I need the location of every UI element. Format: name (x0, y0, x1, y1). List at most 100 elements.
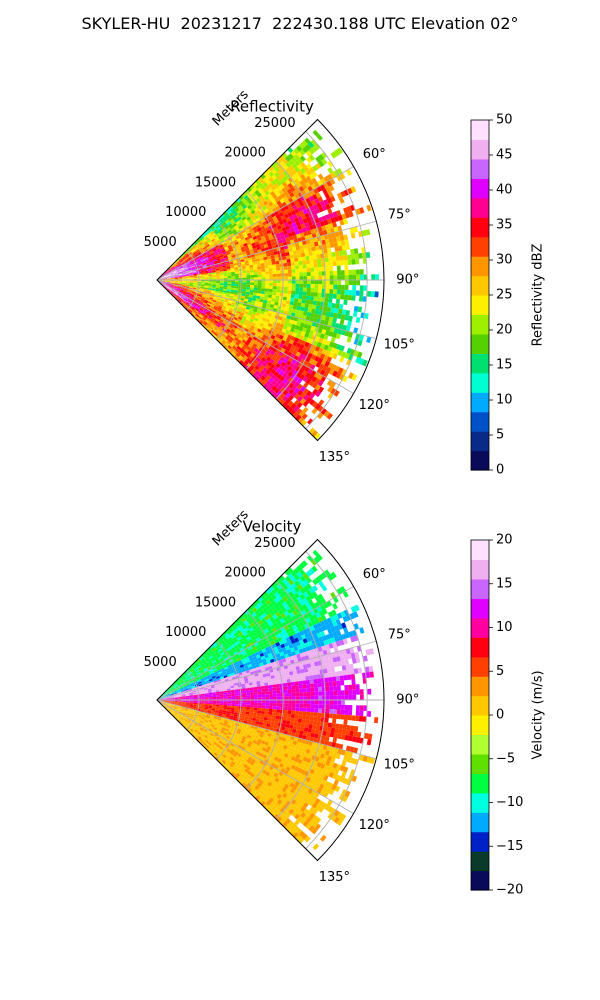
echo-cell (233, 239, 238, 244)
echo-cell (204, 650, 209, 654)
echo-cell (279, 184, 285, 190)
echo-cell (332, 256, 337, 262)
echo-cell (167, 688, 171, 691)
echo-cell (163, 281, 167, 283)
echo-cell (270, 301, 275, 305)
echo-cell (223, 244, 228, 248)
echo-cell (231, 345, 237, 351)
echo-cell (314, 691, 319, 696)
echo-cell (234, 347, 240, 353)
echo-cell (233, 685, 238, 688)
echo-cell (213, 251, 219, 255)
echo-cell (198, 320, 203, 325)
echo-cell (352, 311, 358, 318)
echo-cell (213, 332, 218, 337)
echo-cell (200, 678, 205, 682)
echo-cell (203, 269, 208, 272)
echo-cell (347, 254, 352, 260)
echo-cell (223, 274, 228, 277)
echo-cell (322, 608, 328, 615)
echo-cell (217, 307, 222, 311)
echo-cell (280, 273, 285, 277)
echo-cell (328, 657, 334, 664)
echo-cell (195, 242, 200, 247)
echo-cell (284, 605, 291, 611)
echo-cell (285, 225, 291, 231)
echo-cell (293, 184, 299, 191)
echo-cell (173, 273, 178, 275)
echo-cell (260, 638, 266, 643)
echo-cell (229, 293, 234, 297)
echo-cell (234, 218, 239, 223)
echo-cell (211, 267, 216, 270)
echo-cell (202, 673, 207, 677)
echo-cell (318, 626, 324, 633)
echo-cell (203, 289, 208, 293)
echo-cell (300, 581, 307, 588)
echo-cell (246, 617, 251, 623)
echo-cell (209, 261, 214, 265)
echo-cell (176, 261, 180, 265)
echo-cell (267, 366, 274, 373)
echo-cell (233, 294, 238, 298)
echo-cell (221, 263, 227, 267)
echo-cell (230, 265, 235, 269)
echo-cell (302, 406, 309, 414)
echo-cell (318, 363, 325, 370)
echo-cell (305, 372, 311, 379)
echo-field (158, 549, 379, 851)
echo-cell (227, 276, 232, 279)
echo-cell (185, 698, 190, 700)
echo-cell (327, 386, 334, 393)
echo-cell (236, 237, 242, 242)
echo-cell (311, 308, 316, 314)
echo-cell (192, 311, 197, 315)
echo-cell (320, 319, 325, 325)
echo-cell (269, 252, 275, 256)
echo-cell (318, 580, 325, 588)
echo-cell (198, 264, 203, 267)
echo-cell (216, 276, 221, 279)
echo-cell (241, 209, 247, 214)
echo-cell (309, 625, 315, 632)
echo-cell (220, 634, 225, 639)
echo-cell (308, 320, 313, 326)
echo-cell (282, 596, 289, 602)
echo-cell (208, 327, 213, 332)
echo-cell (188, 268, 193, 271)
echo-cell (300, 167, 306, 174)
echo-cell (220, 640, 226, 645)
echo-cell (233, 632, 239, 637)
echo-cell (253, 702, 258, 706)
echo-cell (197, 680, 202, 684)
echo-cell (178, 299, 182, 303)
echo-cell (311, 321, 317, 327)
echo-cell (352, 694, 357, 700)
echo-cell (174, 265, 179, 269)
echo-cell (262, 651, 268, 656)
echo-cell (329, 695, 334, 700)
echo-cell (236, 629, 242, 635)
echo-cell (214, 650, 220, 655)
echo-cell (310, 695, 315, 700)
echo-cell (241, 317, 246, 322)
echo-cell (310, 691, 315, 696)
echo-cell (226, 684, 231, 688)
echo-cell (175, 289, 180, 293)
echo-cell (313, 633, 319, 640)
echo-cell (324, 360, 331, 368)
echo-cell (257, 237, 262, 242)
echo-cell (251, 300, 256, 304)
echo-cell (239, 664, 245, 668)
echo-cell (264, 234, 269, 239)
echo-cell (256, 625, 262, 630)
echo-cell (172, 269, 177, 272)
echo-cell (250, 622, 256, 628)
echo-cell (268, 235, 274, 241)
echo-cell (252, 684, 258, 688)
echo-cell (222, 267, 227, 270)
echo-cell (244, 206, 250, 212)
echo-cell (289, 254, 295, 259)
echo-cell (239, 328, 245, 333)
echo-cell (282, 336, 288, 342)
